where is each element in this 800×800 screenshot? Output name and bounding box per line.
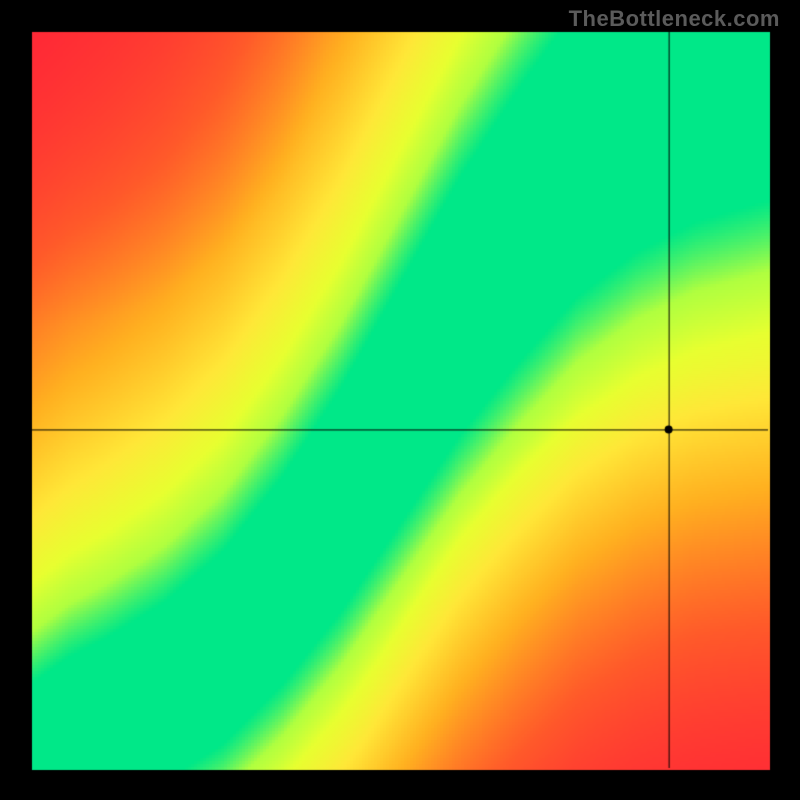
watermark-text: TheBottleneck.com <box>569 6 780 32</box>
bottleneck-heatmap <box>0 0 800 800</box>
